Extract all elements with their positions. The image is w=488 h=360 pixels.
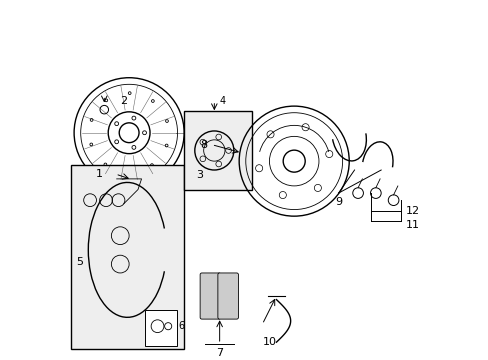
- Text: 3: 3: [196, 170, 203, 180]
- Text: 12: 12: [405, 206, 419, 216]
- Text: 1: 1: [95, 169, 102, 179]
- Text: 8: 8: [200, 140, 207, 150]
- Text: 5: 5: [76, 257, 82, 267]
- Text: 7: 7: [216, 348, 223, 358]
- Bar: [70, 165, 184, 349]
- Bar: [184, 112, 251, 189]
- Text: 11: 11: [405, 220, 419, 230]
- FancyBboxPatch shape: [218, 273, 238, 319]
- Text: 9: 9: [334, 197, 342, 207]
- Text: 2: 2: [120, 96, 127, 106]
- FancyBboxPatch shape: [200, 273, 220, 319]
- Text: 6: 6: [179, 321, 184, 331]
- Text: 4: 4: [219, 96, 225, 106]
- Text: 10: 10: [262, 337, 276, 347]
- Bar: [145, 310, 177, 346]
